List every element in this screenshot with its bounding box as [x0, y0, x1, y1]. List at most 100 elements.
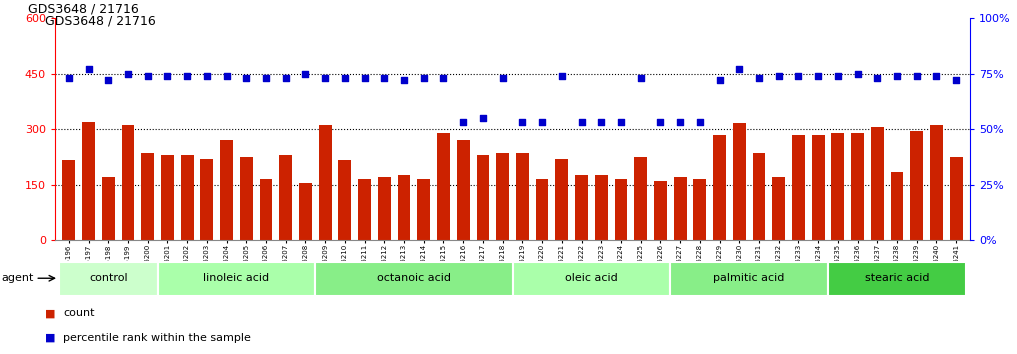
Point — [179, 73, 195, 79]
Bar — [102, 177, 115, 240]
Text: count: count — [63, 308, 95, 318]
Text: linoleic acid: linoleic acid — [203, 273, 270, 283]
Point — [553, 73, 570, 79]
Bar — [181, 155, 193, 240]
Point — [534, 120, 550, 125]
Bar — [318, 125, 332, 240]
Bar — [259, 179, 273, 240]
Text: percentile rank within the sample: percentile rank within the sample — [63, 333, 251, 343]
Point — [810, 73, 826, 79]
Bar — [378, 177, 391, 240]
Bar — [753, 153, 766, 240]
Text: oleic acid: oleic acid — [565, 273, 617, 283]
Bar — [536, 179, 548, 240]
Point — [751, 75, 767, 81]
Point — [198, 73, 215, 79]
Bar — [398, 175, 411, 240]
Bar — [832, 133, 844, 240]
Point — [908, 73, 924, 79]
Point — [870, 75, 886, 81]
Point — [416, 75, 432, 81]
FancyBboxPatch shape — [828, 262, 966, 296]
Point — [219, 73, 235, 79]
Point — [692, 120, 708, 125]
Bar — [792, 135, 804, 240]
Bar — [733, 124, 745, 240]
Point — [317, 75, 334, 81]
Text: palmitic acid: palmitic acid — [714, 273, 785, 283]
FancyBboxPatch shape — [513, 262, 670, 296]
Bar — [654, 181, 667, 240]
FancyBboxPatch shape — [670, 262, 828, 296]
Bar — [240, 157, 252, 240]
Bar — [555, 159, 569, 240]
FancyBboxPatch shape — [315, 262, 513, 296]
Point — [357, 75, 373, 81]
Point — [61, 75, 77, 81]
Bar — [358, 179, 371, 240]
Bar — [82, 122, 95, 240]
Bar — [772, 177, 785, 240]
Bar — [457, 140, 470, 240]
Point — [80, 66, 97, 72]
Bar — [200, 159, 214, 240]
Point — [790, 73, 806, 79]
Bar — [694, 179, 706, 240]
Point — [396, 77, 412, 83]
Bar — [299, 183, 312, 240]
Point — [633, 75, 649, 81]
Text: control: control — [88, 273, 127, 283]
Bar — [851, 133, 864, 240]
FancyBboxPatch shape — [59, 262, 158, 296]
Bar — [871, 127, 884, 240]
Text: agent: agent — [1, 273, 34, 283]
Point — [593, 120, 609, 125]
Point — [771, 73, 787, 79]
Point — [574, 120, 590, 125]
Point — [337, 75, 353, 81]
Point — [613, 120, 630, 125]
Point — [100, 77, 116, 83]
Bar — [62, 160, 75, 240]
Bar — [141, 153, 155, 240]
Bar — [496, 153, 510, 240]
Point — [494, 75, 511, 81]
Point — [435, 75, 452, 81]
Bar — [595, 175, 607, 240]
Text: stearic acid: stearic acid — [864, 273, 930, 283]
Bar — [220, 140, 233, 240]
Bar — [673, 177, 686, 240]
Text: octanoic acid: octanoic acid — [377, 273, 451, 283]
Bar — [812, 135, 825, 240]
Bar — [891, 172, 903, 240]
Bar — [417, 179, 430, 240]
Point — [849, 71, 865, 76]
Bar — [910, 131, 923, 240]
Point — [278, 75, 294, 81]
Point — [139, 73, 156, 79]
Point — [712, 77, 728, 83]
Bar — [339, 160, 351, 240]
Bar — [575, 175, 588, 240]
Point — [160, 73, 176, 79]
Point — [297, 71, 313, 76]
Point — [948, 77, 964, 83]
Bar — [713, 135, 726, 240]
Point — [731, 66, 747, 72]
Point — [455, 120, 471, 125]
Bar — [950, 157, 963, 240]
Point — [672, 120, 689, 125]
Point — [889, 73, 905, 79]
FancyBboxPatch shape — [158, 262, 315, 296]
Bar — [635, 157, 647, 240]
Text: GDS3648 / 21716: GDS3648 / 21716 — [45, 14, 156, 27]
Bar — [516, 153, 529, 240]
Bar — [931, 125, 943, 240]
Bar — [477, 155, 489, 240]
Point — [376, 75, 393, 81]
Point — [258, 75, 275, 81]
Point — [238, 75, 254, 81]
Point — [652, 120, 668, 125]
Text: ■: ■ — [45, 308, 55, 318]
Point — [929, 73, 945, 79]
